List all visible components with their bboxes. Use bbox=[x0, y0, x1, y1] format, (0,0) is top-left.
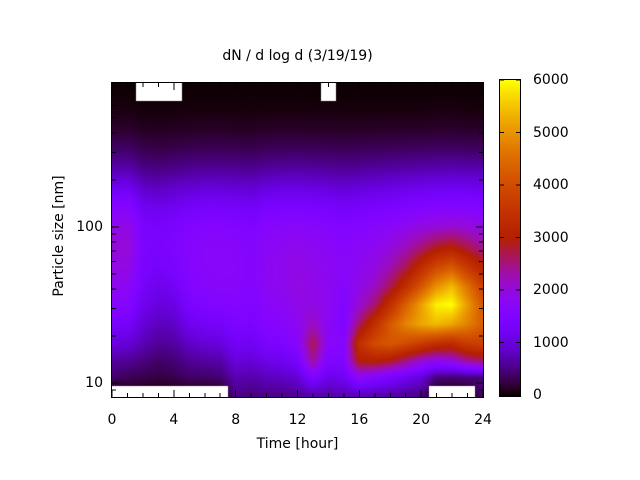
colorbar-tick-label: 5000 bbox=[533, 124, 569, 141]
x-tick-label: 0 bbox=[107, 412, 117, 428]
colorbar-tick-label: 4000 bbox=[533, 177, 569, 193]
colorbar-tick-label: 3000 bbox=[533, 229, 569, 246]
y-tick-label: 100 bbox=[76, 219, 103, 235]
x-tick-label: 24 bbox=[474, 412, 492, 428]
y-tick-label: 10 bbox=[85, 375, 103, 391]
chart-title: dN / d log d (3/19/19) bbox=[222, 48, 373, 64]
x-tick-label: 12 bbox=[288, 412, 307, 428]
colorbar-tick-label: 0 bbox=[533, 387, 542, 403]
heatmap-canvas bbox=[112, 83, 483, 397]
x-axis-label: Time [hour] bbox=[256, 436, 339, 452]
colorbar-tick-label: 2000 bbox=[533, 282, 569, 298]
colorbar-tick-label: 6000 bbox=[533, 72, 569, 88]
x-tick-label: 8 bbox=[231, 412, 241, 428]
x-tick-label: 4 bbox=[169, 412, 179, 428]
colorbar-canvas bbox=[500, 80, 520, 396]
x-tick-label: 20 bbox=[412, 412, 431, 428]
x-tick-label: 16 bbox=[350, 412, 369, 428]
colorbar-tick-label: 1000 bbox=[533, 334, 569, 351]
